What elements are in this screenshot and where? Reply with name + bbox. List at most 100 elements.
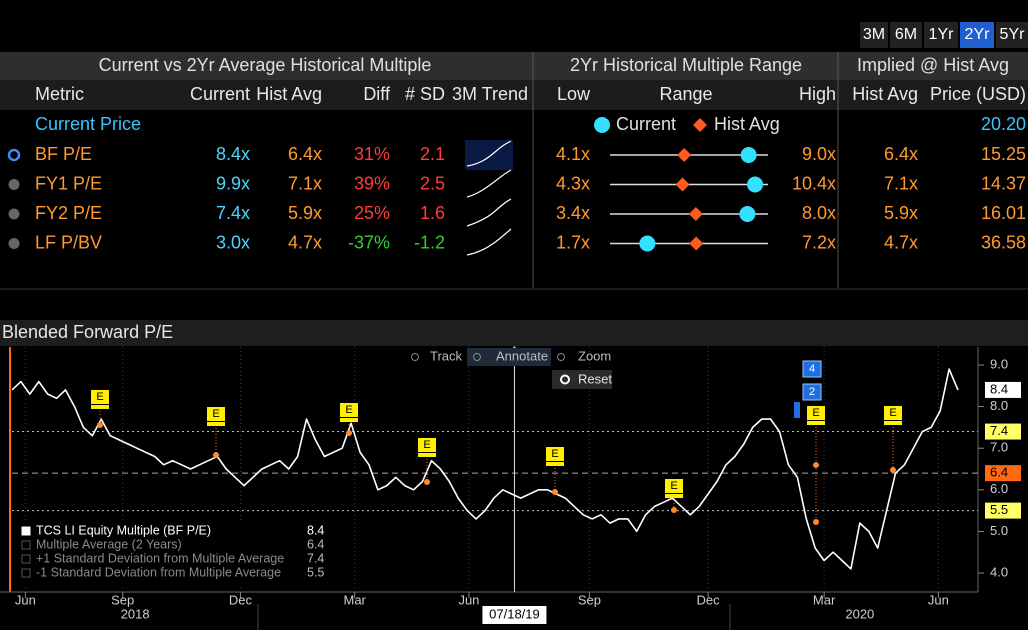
section-header: Implied @ Hist Avg: [857, 55, 1009, 75]
sd-value: 2.5: [420, 173, 445, 193]
event-flag-base[interactable]: [546, 462, 564, 466]
legend-swatch: [21, 540, 31, 550]
badge-label[interactable]: 2: [809, 386, 815, 398]
metric-name: BF P/E: [35, 144, 92, 164]
current-value: 7.4x: [216, 203, 250, 223]
legend-swatch: [21, 568, 31, 578]
event-flag[interactable]: [207, 407, 225, 421]
badge[interactable]: [794, 402, 800, 418]
badge-label[interactable]: 4: [809, 363, 815, 375]
row-radio[interactable]: [7, 148, 21, 162]
row-radio[interactable]: [8, 208, 20, 220]
range-current-marker: [747, 176, 764, 193]
current-value: 8.4x: [216, 144, 250, 164]
series-line: [11, 368, 959, 570]
implied-price: 15.25: [981, 144, 1026, 164]
implied-hist-avg: 5.9x: [884, 203, 918, 223]
legend-name: TCS LI Equity Multiple (BF P/E): [36, 523, 211, 537]
period-button[interactable]: [960, 22, 994, 48]
y-tick-label: 8.0: [990, 398, 1008, 413]
low-value: 4.3x: [556, 173, 590, 193]
y-tick-label: 7.0: [990, 440, 1008, 455]
range-current-marker: [639, 235, 656, 252]
implied-price: 14.37: [981, 173, 1026, 193]
event-flag[interactable]: [807, 406, 825, 420]
section-header: 2Yr Historical Multiple Range: [570, 55, 802, 75]
event-label[interactable]: E: [423, 439, 430, 451]
legend-swatch: [21, 554, 31, 564]
metric-name: FY2 P/E: [35, 203, 102, 223]
period-button-label[interactable]: 3M: [863, 26, 885, 43]
reset-button[interactable]: [552, 370, 612, 389]
value-box-label: 6.4: [990, 465, 1008, 480]
event-label[interactable]: E: [345, 404, 352, 416]
diff-value: 31%: [354, 144, 390, 164]
crosshair-date-box: [482, 606, 547, 624]
event-flag-base[interactable]: [807, 421, 825, 425]
event-label[interactable]: E: [812, 407, 819, 419]
y-tick-label: 5.0: [990, 523, 1008, 538]
column-header: Diff: [363, 84, 391, 104]
toolbar-icon[interactable]: [411, 353, 419, 361]
reset-icon[interactable]: [560, 374, 570, 385]
column-header: # SD: [405, 84, 445, 104]
metric-name: FY1 P/E: [35, 173, 102, 193]
event-label[interactable]: E: [889, 407, 896, 419]
period-button-label[interactable]: 2Yr: [965, 26, 991, 43]
event-flag-base[interactable]: [418, 453, 436, 457]
event-label[interactable]: E: [670, 480, 677, 492]
event-flag[interactable]: [91, 390, 109, 404]
event-flag[interactable]: [340, 403, 358, 417]
diff-value: 39%: [354, 173, 390, 193]
event-dot: [890, 467, 896, 473]
toolbar-button[interactable]: Track: [430, 348, 463, 363]
event-flag-base[interactable]: [91, 405, 109, 409]
value-box-label: 7.4: [990, 423, 1008, 438]
period-button[interactable]: [924, 22, 958, 48]
period-button-label[interactable]: 5Yr: [1000, 26, 1026, 43]
event-label[interactable]: E: [551, 448, 558, 460]
current-price-label: Current Price: [35, 114, 141, 134]
legend-hist-avg: Hist Avg: [714, 114, 780, 134]
event-flag[interactable]: [884, 406, 902, 420]
event-flag[interactable]: [546, 447, 564, 461]
toolbar-button[interactable]: Zoom: [578, 348, 611, 363]
column-header: High: [799, 84, 836, 104]
event-flag[interactable]: [418, 438, 436, 452]
row-radio[interactable]: [8, 238, 20, 249]
toolbar-active[interactable]: [467, 348, 551, 366]
period-button-label[interactable]: 1Yr: [929, 26, 955, 43]
event-flag[interactable]: [665, 479, 683, 493]
legend-value: 8.4: [307, 523, 324, 537]
high-value: 9.0x: [802, 144, 836, 164]
row-radio[interactable]: [8, 179, 20, 190]
event-label[interactable]: E: [212, 408, 219, 420]
sparkline: [466, 169, 512, 198]
event-flag-base[interactable]: [665, 494, 683, 498]
period-button-label[interactable]: 6M: [895, 26, 917, 43]
diff-value: -37%: [348, 232, 390, 252]
period-button[interactable]: [890, 22, 922, 48]
column-header: 3M Trend: [452, 84, 528, 104]
period-button[interactable]: [996, 22, 1028, 48]
event-flag-base[interactable]: [340, 418, 358, 422]
event-flag-base[interactable]: [884, 421, 902, 425]
badge[interactable]: [802, 383, 822, 401]
x-tick-label: Jun: [458, 592, 479, 607]
toolbar-icon[interactable]: [473, 353, 481, 361]
sparkline: [466, 198, 512, 227]
toolbar-icon[interactable]: [557, 353, 565, 361]
event-dot: [213, 452, 219, 458]
column-header: Price (USD): [930, 84, 1026, 104]
event-label[interactable]: E: [96, 391, 103, 403]
event-flag-base[interactable]: [207, 422, 225, 426]
x-tick-label: Sep: [578, 592, 601, 607]
period-button[interactable]: [860, 22, 888, 48]
sd-value: -1.2: [414, 232, 445, 252]
reset-label[interactable]: Reset: [578, 371, 612, 386]
column-header: Low: [557, 84, 591, 104]
toolbar-button[interactable]: Annotate: [496, 348, 548, 363]
column-header: Hist Avg: [256, 84, 322, 104]
badge[interactable]: [802, 360, 822, 378]
range-hist-avg-marker: [689, 236, 704, 251]
